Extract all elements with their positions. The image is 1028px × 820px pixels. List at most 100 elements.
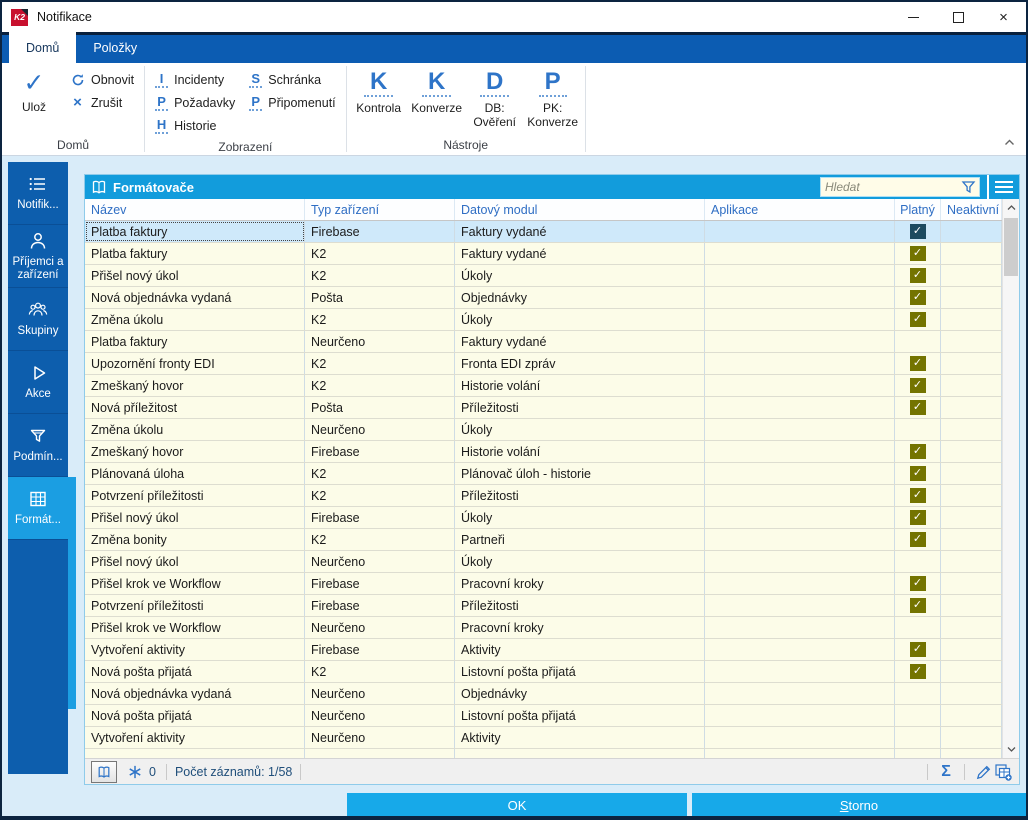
valid-checkbox[interactable]: ✓ — [909, 356, 926, 371]
valid-checkbox[interactable]: ✓ — [909, 664, 926, 679]
table-row[interactable]: Platba faktury Firebase Faktury vydané ✓ — [85, 221, 1002, 243]
cell-datovy-modul: Plánovač úloh - historie — [455, 463, 705, 484]
table-row[interactable]: Nová pošta přijatá Neurčeno Listovní poš… — [85, 705, 1002, 727]
table-row[interactable]: Plánovaná úloha K2 Plánovač úloh - histo… — [85, 463, 1002, 485]
sidebar-item-formatovace[interactable]: Formát... — [8, 477, 68, 540]
table-row[interactable]: Nová objednávka vydaná Pošta Objednávky … — [85, 287, 1002, 309]
table-row[interactable]: Potvrzení příležitosti Firebase Příležit… — [85, 595, 1002, 617]
table-row[interactable]: Vytvoření aktivity Firebase Aktivity ✓ — [85, 639, 1002, 661]
close-button[interactable]: × — [999, 8, 1008, 26]
valid-checkbox[interactable]: ✓ — [909, 532, 926, 547]
group-label-nastroje: Nástroje — [443, 138, 488, 152]
history-button[interactable]: H Historie — [151, 114, 239, 137]
sum-button[interactable]: Σ — [941, 762, 951, 780]
table-row[interactable]: Platba faktury Neurčeno Faktury vydané ✓ — [85, 331, 1002, 353]
ok-button[interactable]: OK — [347, 793, 687, 816]
valid-checkbox[interactable]: ✓ — [909, 576, 926, 591]
table-row[interactable]: Upozornění fronty EDI K2 Fronta EDI zprá… — [85, 353, 1002, 375]
reminder-button[interactable]: P Připomenutí — [245, 91, 339, 114]
book-view-button[interactable] — [91, 760, 117, 783]
table-row[interactable]: Zmeškaný hovor K2 Historie volání ✓ — [85, 375, 1002, 397]
checkmark-icon: ✓ — [912, 489, 923, 501]
column-header-nazev[interactable]: Název — [85, 199, 305, 220]
valid-checkbox[interactable]: ✓ — [909, 488, 926, 503]
valid-checkbox[interactable]: ✓ — [909, 444, 926, 459]
cell-typ-zarizeni: Neurčeno — [305, 617, 455, 638]
column-header-neaktivni[interactable]: Neaktivní — [941, 199, 1002, 220]
cancel-edit-button[interactable]: × Zrušit — [66, 91, 138, 114]
table-row[interactable]: Vytvoření aktivity Neurčeno Aktivity ✓ — [85, 727, 1002, 749]
minimize-button[interactable] — [891, 2, 936, 32]
table-row[interactable]: Přišel krok ve Workflow Neurčeno Pracovn… — [85, 617, 1002, 639]
cell-nazev: Nová příležitost — [85, 397, 305, 418]
valid-checkbox[interactable]: ✓ — [909, 290, 926, 305]
table-row[interactable]: Nová příležitost Pošta Příležitosti ✓ — [85, 397, 1002, 419]
table-row[interactable]: Nová pošta přijatá K2 Listovní pošta při… — [85, 661, 1002, 683]
cancel-button[interactable]: Storno — [692, 793, 1026, 816]
column-header-platny[interactable]: Platný — [895, 199, 941, 220]
column-header-datovy-modul[interactable]: Datový modul — [455, 199, 705, 220]
table-row[interactable]: Změna bonity K2 Partneři ✓ — [85, 529, 1002, 551]
kontrola-button[interactable]: K Kontrola — [350, 66, 408, 116]
valid-checkbox[interactable]: ✓ — [909, 466, 926, 481]
valid-checkbox[interactable]: ✓ — [909, 224, 926, 239]
scroll-up-icon[interactable] — [1003, 200, 1019, 216]
valid-checkbox[interactable]: ✓ — [909, 598, 926, 613]
refresh-button[interactable]: Obnovit — [66, 68, 138, 91]
table-row[interactable]: Změna úkolu K2 Úkoly ✓ — [85, 309, 1002, 331]
sidebar-label: Notifik... — [17, 199, 59, 212]
scroll-down-icon[interactable] — [1003, 741, 1019, 757]
table-row[interactable]: Nová objednávka vydaná Neurčeno Objednáv… — [85, 683, 1002, 705]
sidebar-item-prijemci[interactable]: Příjemci a zařízení — [8, 225, 68, 288]
pk-konverze-button[interactable]: P PK: Konverze — [524, 66, 582, 130]
filter-funnel-icon[interactable] — [961, 180, 976, 194]
vertical-scrollbar[interactable] — [1002, 199, 1019, 758]
valid-checkbox[interactable]: ✓ — [909, 312, 926, 327]
cell-nazev: Platba faktury — [85, 331, 305, 352]
table-row[interactable]: Přišel nový úkol Firebase Úkoly ✓ — [85, 507, 1002, 529]
snowflake-icon[interactable] — [125, 762, 145, 782]
sidebar-item-notifikace[interactable]: Notifik... — [8, 162, 68, 225]
cell-typ-zarizeni: Firebase — [305, 507, 455, 528]
column-header-typ-zarizeni[interactable]: Typ zařízení — [305, 199, 455, 220]
collapse-ribbon-icon[interactable] — [1004, 133, 1015, 151]
sidebar-item-skupiny[interactable]: Skupiny — [8, 288, 68, 351]
play-icon — [34, 366, 46, 381]
valid-checkbox[interactable]: ✓ — [909, 268, 926, 283]
incidents-button[interactable]: I Incidenty — [151, 68, 239, 91]
panel-menu-icon[interactable] — [987, 175, 1019, 199]
cell-datovy-modul: Faktury vydané — [455, 221, 705, 242]
cell-datovy-modul: Partneři — [455, 529, 705, 550]
db-overeni-button[interactable]: D DB: Ověření — [466, 66, 524, 130]
table-row[interactable]: Přišel krok ve Workflow Firebase Pracovn… — [85, 573, 1002, 595]
valid-checkbox[interactable]: ✓ — [909, 246, 926, 261]
table-row[interactable]: Přišel nový úkol K2 Úkoly ✓ — [85, 265, 1002, 287]
table-row[interactable]: Platba faktury K2 Faktury vydané ✓ — [85, 243, 1002, 265]
copy-table-button[interactable] — [993, 762, 1013, 782]
edit-pencil-button[interactable] — [973, 762, 993, 782]
maximize-button[interactable] — [936, 2, 981, 32]
konverze-button[interactable]: K Konverze — [408, 66, 466, 116]
scrollbar-thumb[interactable] — [1004, 218, 1018, 276]
table-row[interactable]: Změna úkolu Neurčeno Úkoly ✓ — [85, 419, 1002, 441]
cell-datovy-modul: Aktivity — [455, 639, 705, 660]
table-row[interactable]: Zmeškaný hovor Firebase Historie volání … — [85, 441, 1002, 463]
column-header-aplikace[interactable]: Aplikace — [705, 199, 895, 220]
cell-aplikace — [705, 221, 895, 242]
ribbon-tabbar: Domů Položky — [2, 32, 1026, 63]
sidebar-item-podminky[interactable]: Podmín... — [8, 414, 68, 477]
save-button[interactable]: ✓ Ulož — [5, 66, 63, 115]
table-row[interactable]: Potvrzení příležitosti K2 Příležitosti ✓ — [85, 485, 1002, 507]
sidebar-item-akce[interactable]: Akce — [8, 351, 68, 414]
clipboard-button[interactable]: S Schránka — [245, 68, 339, 91]
valid-checkbox[interactable]: ✓ — [909, 378, 926, 393]
requests-button[interactable]: P Požadavky — [151, 91, 239, 114]
valid-checkbox[interactable]: ✓ — [909, 400, 926, 415]
logo-text: K2 — [14, 12, 25, 22]
tab-polozky[interactable]: Položky — [93, 40, 138, 55]
table-row[interactable]: Přišel nový úkol Neurčeno Úkoly ✓ — [85, 551, 1002, 573]
valid-checkbox[interactable]: ✓ — [909, 510, 926, 525]
valid-checkbox[interactable]: ✓ — [909, 642, 926, 657]
tab-domu[interactable]: Domů — [9, 32, 77, 63]
search-input[interactable] — [821, 180, 961, 194]
